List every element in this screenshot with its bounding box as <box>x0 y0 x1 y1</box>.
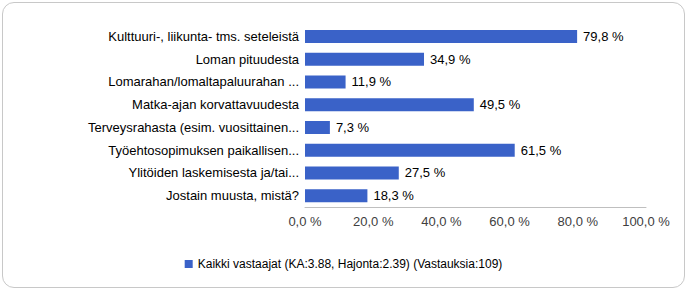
svg-text:Lomarahan/lomaltapaluurahan ..: Lomarahan/lomaltapaluurahan ... <box>108 74 299 89</box>
svg-text:34,9 %: 34,9 % <box>430 52 471 67</box>
svg-text:Kulttuuri-, liikunta- tms. set: Kulttuuri-, liikunta- tms. seteleistä <box>108 29 300 44</box>
svg-text:Työehtosopimuksen paikallisen.: Työehtosopimuksen paikallisen... <box>108 143 299 158</box>
svg-text:Jostain muusta, mistä?: Jostain muusta, mistä? <box>166 188 299 203</box>
svg-text:79,8 %: 79,8 % <box>583 29 624 44</box>
svg-text:61,5 %: 61,5 % <box>521 143 562 158</box>
svg-text:20,0 %: 20,0 % <box>353 214 394 229</box>
svg-text:100,0 %: 100,0 % <box>622 214 670 229</box>
svg-text:Terveysrahasta (esim. vuositta: Terveysrahasta (esim. vuosittainen... <box>88 120 299 135</box>
svg-text:Ylitöiden laskemisesta ja/tai.: Ylitöiden laskemisesta ja/tai... <box>128 165 299 180</box>
svg-text:Matka-ajan korvattavuudesta: Matka-ajan korvattavuudesta <box>132 97 300 112</box>
svg-text:Loman pituudesta: Loman pituudesta <box>196 52 300 67</box>
svg-text:0,0 %: 0,0 % <box>288 214 322 229</box>
svg-text:Kaikki vastaajat (KA:3.88, Haj: Kaikki vastaajat (KA:3.88, Hajonta:2.39)… <box>198 257 503 271</box>
svg-text:7,3 %: 7,3 % <box>336 120 370 135</box>
svg-text:18,3 %: 18,3 % <box>373 188 414 203</box>
svg-text:27,5 %: 27,5 % <box>405 165 446 180</box>
svg-text:49,5 %: 49,5 % <box>480 97 521 112</box>
svg-text:60,0 %: 60,0 % <box>489 214 530 229</box>
svg-text:40,0 %: 40,0 % <box>421 214 462 229</box>
svg-text:11,9 %: 11,9 % <box>352 74 392 89</box>
svg-text:80,0 %: 80,0 % <box>558 214 599 229</box>
